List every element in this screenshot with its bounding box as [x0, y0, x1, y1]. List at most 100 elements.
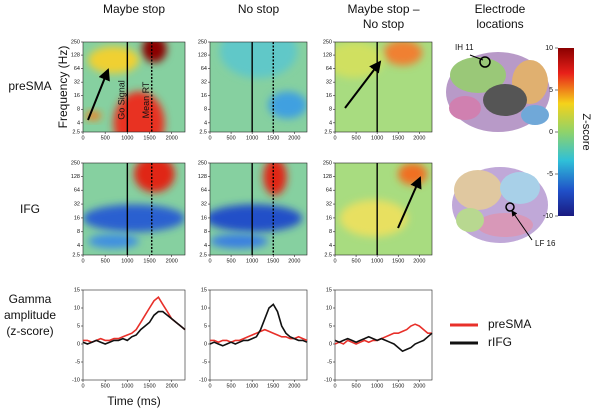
x-axis-label: Time (ms): [107, 394, 161, 408]
y-tick-label: -5: [327, 359, 332, 365]
x-tick-label: 0: [208, 135, 211, 141]
column-title: No stop: [363, 17, 405, 31]
y-tick-label: 32: [326, 202, 332, 208]
x-tick-label: 1500: [143, 383, 155, 389]
y-tick-label: 2.5: [199, 129, 207, 135]
y-tick-label: 0: [77, 341, 80, 347]
y-tick-label: 8: [329, 107, 332, 113]
spectrogram-blob: [335, 42, 384, 78]
spectrogram-blob: [268, 91, 307, 119]
x-tick-label: 2000: [166, 258, 178, 264]
frame: [82, 41, 186, 133]
y-tick-label: 5: [204, 323, 207, 329]
y-tick-label: 250: [71, 39, 80, 45]
x-tick-label: 0: [333, 383, 336, 389]
x-tick-label: 500: [351, 258, 360, 264]
x-tick-label: 1500: [267, 383, 279, 389]
y-tick-label: 64: [74, 188, 80, 194]
y-tick-label: 4: [77, 243, 80, 249]
frame: [82, 162, 186, 256]
spectrogram: [210, 42, 307, 132]
spectrogram-blob: [263, 163, 287, 196]
arrow: [397, 176, 422, 229]
x-tick-label: 500: [101, 383, 110, 389]
brain-lateral: [452, 167, 548, 243]
y-tick-label: 0: [329, 341, 332, 347]
spectrogram: [210, 163, 307, 255]
series-line: [83, 295, 186, 344]
y-tick-label: 8: [204, 107, 207, 113]
y-tick-label: 2.5: [72, 129, 80, 135]
column-title: Maybe stop: [103, 2, 165, 16]
x-tick-label: 0: [333, 258, 336, 264]
x-tick-label: 2000: [413, 383, 425, 389]
y-tick-label: 128: [323, 53, 332, 59]
x-tick-label: 500: [101, 258, 110, 264]
y-tick-label: 15: [74, 287, 80, 293]
frame: [334, 162, 433, 256]
legend-label: preSMA: [488, 317, 531, 331]
spectrogram-blob: [383, 42, 423, 66]
x-tick-label: 1000: [371, 258, 383, 264]
y-tick-label: 64: [74, 66, 80, 72]
y-tick-label: 128: [71, 174, 80, 180]
spectrogram-blob: [210, 204, 303, 232]
y-tick-label: 128: [71, 53, 80, 59]
y-tick-label: 2.5: [199, 252, 207, 258]
x-tick-label: 500: [226, 383, 235, 389]
x-tick-label: 0: [208, 258, 211, 264]
colorbar-tick-label: 0: [549, 129, 553, 136]
colorbar: [558, 48, 574, 216]
y-tick-label: 128: [198, 53, 207, 59]
y-tick-label: 5: [77, 323, 80, 329]
y-tick-label: 32: [201, 202, 207, 208]
y-tick-label: 2.5: [72, 252, 80, 258]
spectrogram: [83, 42, 185, 132]
y-tick-label: 2.5: [324, 129, 332, 135]
spectrogram-blob: [83, 204, 185, 232]
spectrogram-blob: [398, 163, 428, 186]
y-tick-label: 4: [329, 243, 332, 249]
x-tick-label: 1000: [246, 258, 258, 264]
y-tick-label: 10: [201, 305, 207, 311]
x-tick-label: 500: [351, 383, 360, 389]
y-tick-label: 5: [329, 323, 332, 329]
frame: [209, 289, 308, 381]
x-tick-label: 2000: [413, 258, 425, 264]
y-tick-label: 15: [326, 287, 332, 293]
spectrogram-blob: [210, 233, 269, 249]
y-tick-label: 64: [326, 66, 332, 72]
spectrogram-blob: [142, 42, 167, 63]
x-tick-label: 2000: [288, 383, 300, 389]
x-tick-label: 0: [208, 383, 211, 389]
colorbar-tick-label: 10: [545, 45, 553, 52]
x-tick-label: 1000: [121, 135, 133, 141]
arrow: [344, 60, 382, 109]
x-tick-label: 2000: [413, 135, 425, 141]
y-tick-label: 64: [326, 188, 332, 194]
x-tick-label: 2000: [166, 135, 178, 141]
frame: [334, 289, 433, 381]
frame: [209, 162, 308, 256]
arrow: [87, 68, 110, 121]
spectrogram-blob: [339, 199, 408, 237]
y-tick-label: 16: [326, 93, 332, 99]
x-tick-label: 0: [333, 135, 336, 141]
x-tick-label: 500: [101, 135, 110, 141]
y-tick-label: 16: [74, 215, 80, 221]
y-tick-label: 10: [326, 305, 332, 311]
row-label: preSMA: [8, 79, 51, 93]
x-tick-label: 500: [226, 135, 235, 141]
colorbar-label: Z-score: [580, 113, 592, 150]
y-tick-label: 64: [201, 66, 207, 72]
series-line: [209, 303, 308, 347]
x-tick-label: 0: [81, 258, 84, 264]
x-tick-label: 0: [81, 135, 84, 141]
y-tick-label: 4: [77, 120, 80, 126]
y-tick-label: 32: [201, 80, 207, 86]
x-tick-label: 1000: [121, 383, 133, 389]
x-tick-label: 1000: [246, 135, 258, 141]
x-tick-label: 2000: [288, 258, 300, 264]
y-tick-label: 8: [77, 229, 80, 235]
